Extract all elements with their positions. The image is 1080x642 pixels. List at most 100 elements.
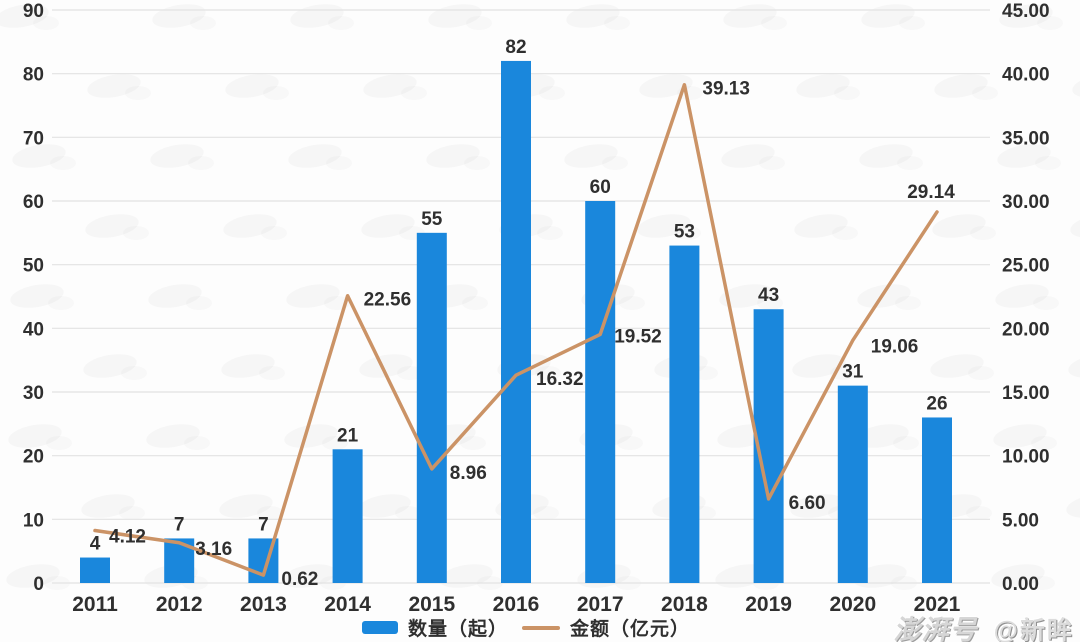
background-watermark-blob xyxy=(619,296,645,310)
background-watermark-blob xyxy=(426,144,480,168)
background-watermark-blob xyxy=(50,156,76,170)
background-watermark-blob xyxy=(225,74,279,98)
background-watermark-blob xyxy=(146,424,200,448)
left-axis-tick: 70 xyxy=(23,128,44,149)
left-axis-tick: 80 xyxy=(23,65,44,86)
background-watermark-blob xyxy=(966,506,992,520)
background-watermark-blob xyxy=(33,16,59,30)
background-watermark-blob xyxy=(1068,354,1080,378)
left-axis-tick: 40 xyxy=(23,319,44,340)
background-watermark-blob xyxy=(721,144,775,168)
background-watermark-blob xyxy=(639,74,693,98)
background-watermark-blob xyxy=(322,436,348,450)
background-watermark-blob xyxy=(123,226,149,240)
right-axis-tick: 20.00 xyxy=(1002,319,1050,340)
line-value-label: 22.56 xyxy=(364,290,412,311)
line-value-label: 19.52 xyxy=(614,326,662,347)
background-watermark-blob xyxy=(83,354,137,378)
right-axis-tick: 0.00 xyxy=(1002,574,1039,595)
left-axis-tick: 90 xyxy=(23,1,44,22)
background-watermark-blob xyxy=(999,4,1053,28)
background-watermark-blob xyxy=(397,366,423,380)
bar-2020 xyxy=(837,385,868,583)
bar-value-label: 60 xyxy=(590,177,611,198)
background-watermark-blob xyxy=(1070,214,1080,238)
background-watermark-blob xyxy=(792,354,846,378)
x-axis-label: 2019 xyxy=(745,593,792,616)
line-value-label: 0.62 xyxy=(281,569,318,590)
bar-2016 xyxy=(501,60,531,583)
bar-value-label: 7 xyxy=(258,514,269,535)
bar-value-label: 7 xyxy=(174,514,185,535)
background-watermark-blob xyxy=(617,436,643,450)
background-watermark-blob xyxy=(930,354,984,378)
background-watermark-blob xyxy=(0,4,49,28)
background-watermark-blob xyxy=(855,424,909,448)
background-watermark-blob xyxy=(328,16,354,30)
right-axis-tick: 30.00 xyxy=(1002,192,1050,213)
background-watermark-blob xyxy=(537,226,563,240)
background-watermark-blob xyxy=(968,366,994,380)
background-watermark-blob xyxy=(395,506,421,520)
background-watermark-blob xyxy=(259,366,285,380)
background-watermark-blob xyxy=(284,424,338,448)
line-value-label: 39.13 xyxy=(702,79,750,100)
background-watermark-blob xyxy=(81,494,135,518)
bar-2011 xyxy=(80,557,110,583)
background-watermark-blob xyxy=(148,284,202,308)
bar-value-label: 21 xyxy=(337,425,359,446)
bar-2014 xyxy=(332,449,363,583)
background-watermark-blob xyxy=(897,156,923,170)
x-axis-label: 2015 xyxy=(408,593,455,616)
background-watermark-blob xyxy=(893,436,919,450)
background-watermark-blob xyxy=(119,506,145,520)
background-watermark-blob xyxy=(675,226,701,240)
background-watermark-blob xyxy=(993,424,1047,448)
background-watermark-blob xyxy=(533,506,559,520)
x-axis-label: 2018 xyxy=(661,593,708,616)
background-watermark-blob xyxy=(564,144,618,168)
background-watermark-blob xyxy=(87,74,141,98)
bar-value-label: 4 xyxy=(90,534,101,555)
background-watermark-blob xyxy=(995,284,1049,308)
bar-value-label: 82 xyxy=(505,37,526,58)
x-axis-label: 2020 xyxy=(829,593,876,616)
bar-value-label: 26 xyxy=(926,393,947,414)
x-axis-label: 2017 xyxy=(577,593,624,616)
line-value-label: 4.12 xyxy=(109,527,146,548)
background-watermark-blob xyxy=(85,214,139,238)
line-value-label: 19.06 xyxy=(871,336,919,357)
background-watermark-blob xyxy=(604,16,630,30)
right-axis-tick: 40.00 xyxy=(1002,65,1050,86)
bar-value-label: 53 xyxy=(674,222,695,243)
background-watermark-blob xyxy=(219,494,273,518)
background-watermark-blob xyxy=(150,144,204,168)
background-watermark-blob xyxy=(1029,576,1055,590)
background-watermark-blob xyxy=(972,86,998,100)
background-watermark-blob xyxy=(997,144,1051,168)
background-watermark-blob xyxy=(1072,74,1080,98)
background-watermark-blob xyxy=(439,564,493,588)
x-axis-label: 2021 xyxy=(914,593,961,616)
background-watermark-blob xyxy=(859,144,913,168)
background-watermark-blob xyxy=(184,436,210,450)
bar-2021 xyxy=(922,417,952,583)
background-watermark-blob xyxy=(48,296,74,310)
x-axis-label: 2013 xyxy=(240,593,287,616)
x-axis-label: 2016 xyxy=(493,593,540,616)
left-axis-tick: 30 xyxy=(23,383,44,404)
background-watermark-blob xyxy=(895,296,921,310)
background-watermark-blob xyxy=(932,214,986,238)
background-watermark-blob xyxy=(759,156,785,170)
background-watermark-blob xyxy=(757,296,783,310)
right-axis-tick: 35.00 xyxy=(1002,128,1050,149)
background-watermark-blob xyxy=(1066,494,1080,518)
bar-value-label: 55 xyxy=(421,209,443,230)
background-watermark-blob xyxy=(460,436,486,450)
right-axis-tick: 15.00 xyxy=(1002,383,1050,404)
background-watermark-blob xyxy=(223,214,277,238)
background-watermark-blob xyxy=(361,214,415,238)
background-watermark-blob xyxy=(637,214,691,238)
background-watermark-blob xyxy=(221,354,275,378)
